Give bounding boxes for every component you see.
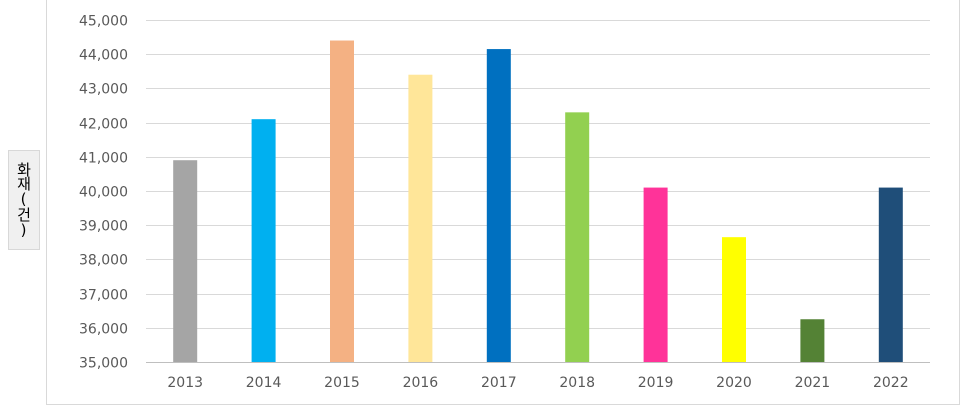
- bar: [173, 160, 198, 362]
- chart-frame: [46, 0, 960, 405]
- x-tick-label: 2022: [873, 375, 909, 391]
- y-tick-label: 45,000: [79, 14, 128, 30]
- bar: [486, 49, 511, 362]
- y-axis-label: 화재(건): [14, 162, 33, 238]
- x-tick-label: 2013: [167, 375, 203, 391]
- x-tick-label: 2015: [324, 375, 360, 391]
- bar: [565, 112, 590, 362]
- y-tick-label: 36,000: [79, 322, 128, 338]
- y-tick-label: 35,000: [79, 356, 128, 372]
- y-tick-label: 41,000: [79, 151, 128, 167]
- y-tick-label: 40,000: [79, 185, 128, 201]
- bar: [722, 237, 746, 362]
- bar: [800, 319, 825, 362]
- bar: [408, 74, 433, 362]
- bar: [878, 187, 903, 362]
- x-tick-label: 2020: [716, 375, 752, 391]
- y-tick-label: 37,000: [79, 288, 128, 304]
- y-tick-label: 42,000: [79, 117, 128, 133]
- x-tick-label: 2016: [403, 375, 439, 391]
- bar: [251, 119, 276, 363]
- x-tick-label: 2014: [246, 375, 282, 391]
- x-tick-label: 2021: [795, 375, 831, 391]
- x-tick-label: 2019: [638, 375, 674, 391]
- bar: [643, 187, 668, 362]
- y-axis-label-box: 화재(건): [8, 150, 40, 250]
- x-tick-label: 2017: [481, 375, 517, 391]
- x-tick-label: 2018: [559, 375, 595, 391]
- bar: [330, 40, 354, 363]
- y-tick-label: 39,000: [79, 219, 128, 235]
- y-tick-label: 44,000: [79, 48, 128, 64]
- y-tick-label: 38,000: [79, 253, 128, 269]
- y-tick-label: 43,000: [79, 82, 128, 98]
